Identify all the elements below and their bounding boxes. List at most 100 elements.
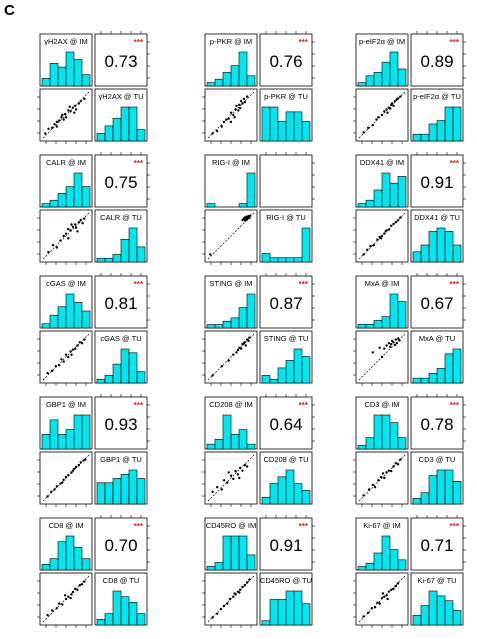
scatter-point: [222, 604, 226, 608]
corr-value: 0.91: [269, 536, 302, 555]
scatter-point: [78, 584, 82, 587]
scatter-point: [241, 102, 244, 105]
scatter-point: [70, 593, 73, 596]
pair-plot-14: Ki-67 @ IM 0.71 *** Ki-67 @ TU: [353, 515, 466, 628]
scatter-point: [390, 588, 393, 591]
tu-hist-bar: [420, 492, 430, 505]
im-hist-frame: [204, 154, 258, 208]
significance-stars: ***: [299, 401, 309, 410]
scatter-point: [69, 350, 72, 353]
scatter-point: [373, 486, 377, 489]
tu-hist-bar: [120, 596, 130, 626]
scatter-point: [376, 601, 379, 604]
scatter-point: [396, 97, 400, 100]
tu-hist-bar: [120, 348, 130, 384]
trend-line: [358, 454, 406, 502]
im-hist-bar: [81, 558, 91, 571]
scatter-point: [54, 365, 58, 368]
scatter-point: [248, 578, 251, 581]
scatter-point: [235, 104, 238, 108]
im-hist-bar: [365, 75, 375, 87]
scatter-point: [67, 474, 70, 477]
scatter-point: [69, 596, 72, 600]
scatter-point: [362, 131, 365, 134]
tu-hist-bar: [96, 482, 106, 505]
scatter-point: [77, 102, 81, 105]
scatter-point: [377, 116, 380, 119]
scatter-point: [51, 609, 54, 612]
scatter-point: [398, 339, 401, 342]
scatter-point: [225, 118, 228, 121]
trend-line: [207, 212, 255, 260]
corr-value: 0.75: [104, 173, 137, 192]
tu-hist-bar: [436, 595, 446, 626]
tu-hist-bar: [128, 227, 138, 263]
scatter-point: [238, 103, 241, 107]
scatter-point: [362, 253, 365, 256]
scatter-point: [209, 253, 212, 256]
im-hist-bar: [214, 562, 224, 571]
im-hist-bar: [41, 564, 51, 571]
corr-value: 0.93: [104, 415, 137, 434]
corr-value: 0.73: [104, 52, 137, 71]
scatter-point: [386, 597, 389, 601]
scatter-point: [79, 461, 82, 464]
im-hist-bar: [57, 193, 67, 208]
im-hist-bar: [65, 429, 75, 450]
tu-hist-bar: [301, 490, 311, 505]
tu-label: CD8 @ TU: [103, 576, 140, 585]
scatter-point: [67, 355, 70, 359]
significance-stars: ***: [450, 280, 460, 289]
significance-stars: ***: [450, 401, 460, 410]
tu-hist-bar: [444, 231, 454, 263]
scatter-point: [239, 466, 242, 470]
scatter-point: [381, 472, 385, 475]
scatter-point: [220, 365, 223, 368]
scatter-point: [247, 339, 250, 343]
tu-hist-bar: [412, 251, 422, 263]
tu-hist-bar: [420, 244, 430, 263]
tu-hist-bar: [285, 469, 295, 505]
scatter-point: [55, 485, 58, 488]
trend-line: [207, 454, 255, 502]
scatter-point: [229, 111, 233, 114]
tu-hist-bar: [277, 599, 287, 626]
tu-hist-bar: [261, 496, 271, 505]
scatter-point: [84, 458, 87, 461]
tu-hist-bar: [128, 602, 138, 626]
im-hist-bar: [357, 323, 367, 329]
scatter-point: [394, 462, 397, 465]
scatter-point: [232, 595, 235, 598]
scatter-point: [243, 463, 246, 467]
im-hist-bar: [238, 307, 248, 329]
tu-hist-bar: [293, 483, 303, 505]
scatter-point: [67, 227, 70, 231]
scatter-point: [44, 132, 47, 135]
im-hist-bar: [57, 66, 67, 87]
scatter-point: [238, 591, 241, 594]
im-hist-bar: [230, 65, 240, 87]
im-label: CALR @ IM: [46, 158, 86, 167]
tu-hist-bar: [428, 123, 438, 142]
tu-hist-bar: [452, 106, 462, 142]
tu-hist-bar: [261, 106, 271, 142]
scatter-point: [239, 106, 242, 110]
tu-hist-bar: [428, 590, 438, 626]
scatter-point: [244, 344, 247, 347]
scatter-point: [392, 104, 395, 108]
pair-plot-12: CD8 @ IM 0.70 *** CD8 @ TU: [37, 515, 150, 628]
scatter-point: [248, 216, 251, 220]
tu-hist-bar: [261, 620, 271, 626]
scatter-point: [386, 111, 389, 114]
tu-hist-bar: [96, 257, 106, 263]
scatter-point: [236, 473, 240, 476]
tu-hist-bar: [277, 257, 287, 263]
scatter-point: [376, 238, 379, 241]
trend-line: [42, 333, 90, 381]
tu-hist-bar: [136, 129, 146, 142]
scatter-point: [67, 109, 70, 112]
corr-value: 0.87: [269, 294, 302, 313]
scatter-point: [53, 488, 56, 491]
scatter-point: [383, 347, 386, 350]
